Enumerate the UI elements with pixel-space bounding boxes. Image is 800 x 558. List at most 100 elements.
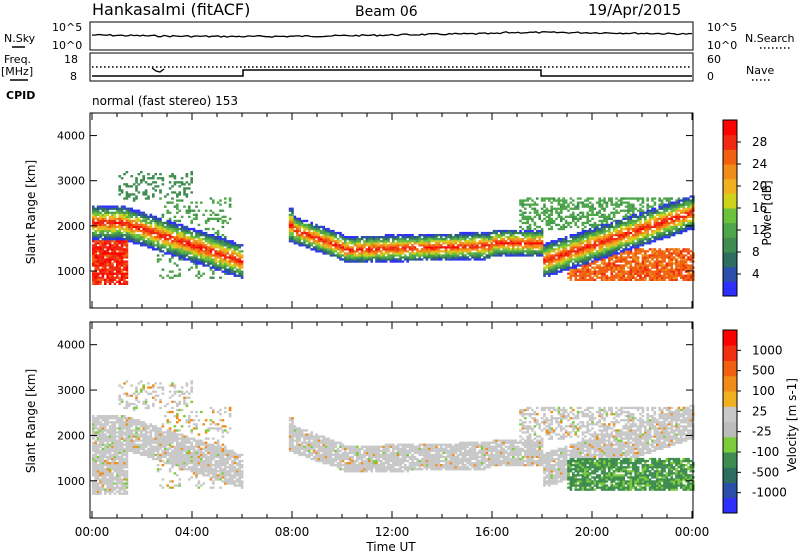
power-cell <box>190 210 193 212</box>
power-cell <box>116 226 119 228</box>
power-cell <box>548 216 551 218</box>
power-cell <box>224 248 227 250</box>
power-cell <box>224 216 227 218</box>
power-cell <box>238 262 241 264</box>
power-cell <box>658 273 661 275</box>
power-cell <box>644 269 647 271</box>
power-cell <box>176 246 179 248</box>
power-cell <box>174 175 177 177</box>
power-cell <box>142 238 145 240</box>
power-cell <box>610 250 613 252</box>
power-cell <box>154 222 157 224</box>
power-cell <box>214 218 217 220</box>
power-cell <box>325 242 328 244</box>
power-cell <box>126 260 129 262</box>
power-cell <box>399 250 402 252</box>
power-cell <box>570 236 573 238</box>
power-cell <box>531 248 534 250</box>
power-cell <box>668 232 671 234</box>
power-cell <box>210 238 213 240</box>
power-cell <box>202 258 205 260</box>
power-cell <box>190 267 193 269</box>
power-cell <box>634 222 637 224</box>
power-cell <box>150 228 153 230</box>
power-cell <box>658 254 661 256</box>
power-cell <box>195 267 198 269</box>
power-cell <box>584 258 587 260</box>
power-cell <box>438 242 441 244</box>
mode-text: normal (fast stereo) 153 <box>92 94 238 108</box>
power-cell <box>510 248 513 250</box>
power-cell <box>351 250 354 252</box>
power-cell <box>428 246 431 248</box>
power-cell <box>582 230 585 232</box>
power-cell <box>118 193 121 195</box>
velocity-cell <box>106 466 109 468</box>
power-cell <box>397 252 400 254</box>
power-cell <box>200 248 203 250</box>
power-cell <box>591 210 594 212</box>
power-cell <box>390 248 393 250</box>
power-cell <box>598 246 601 248</box>
power-cell <box>128 236 131 238</box>
power-cell <box>123 212 126 214</box>
power-cell <box>332 250 335 252</box>
power-cell <box>409 258 412 260</box>
power-cell <box>670 273 673 275</box>
power-cell <box>126 218 129 220</box>
power-cell <box>474 248 477 250</box>
power-cell <box>579 248 582 250</box>
power-cell <box>572 273 575 275</box>
power-cell <box>409 240 412 242</box>
power-cell <box>176 250 179 252</box>
power-cell <box>582 234 585 236</box>
power-cell <box>318 236 321 238</box>
power-cell <box>610 199 613 201</box>
power-cell <box>176 199 179 201</box>
power-cell <box>102 222 105 224</box>
power-cell <box>680 212 683 214</box>
power-cell <box>140 226 143 228</box>
power-cell <box>589 264 592 266</box>
power-cell <box>534 242 537 244</box>
power-cell <box>606 230 609 232</box>
power-cell <box>433 246 436 248</box>
velocity-cell <box>97 466 100 468</box>
power-cell <box>644 230 647 232</box>
power-cell <box>339 250 342 252</box>
power-cell <box>392 240 395 242</box>
power-cell <box>320 248 323 250</box>
power-cell <box>649 264 652 266</box>
power-cell <box>644 250 647 252</box>
power-cell <box>586 244 589 246</box>
power-cell <box>574 236 577 238</box>
power-cell <box>126 234 129 236</box>
power-cell <box>229 256 232 258</box>
velocity-cell <box>114 482 117 484</box>
power-cell <box>514 248 517 250</box>
power-cell <box>416 254 419 256</box>
velocity-cell <box>111 435 114 437</box>
power-cell <box>188 210 191 212</box>
power-cell <box>603 197 606 199</box>
power-cell <box>582 248 585 250</box>
power-cell <box>402 256 405 258</box>
power-cell <box>416 250 419 252</box>
power-cell <box>493 232 496 234</box>
power-cell <box>229 248 232 250</box>
power-cell <box>462 258 465 260</box>
power-cell <box>219 256 222 258</box>
power-cell <box>416 248 419 250</box>
power-cell <box>622 202 625 204</box>
power-cell <box>296 238 299 240</box>
power-cell <box>598 242 601 244</box>
power-cell <box>606 238 609 240</box>
power-cell <box>656 275 659 277</box>
velocity-cell <box>109 470 112 472</box>
power-cell <box>97 224 100 226</box>
power-cell <box>234 256 237 258</box>
power-cell <box>651 264 654 266</box>
power-cell <box>486 232 489 234</box>
power-cell <box>613 252 616 254</box>
power-cell <box>649 218 652 220</box>
